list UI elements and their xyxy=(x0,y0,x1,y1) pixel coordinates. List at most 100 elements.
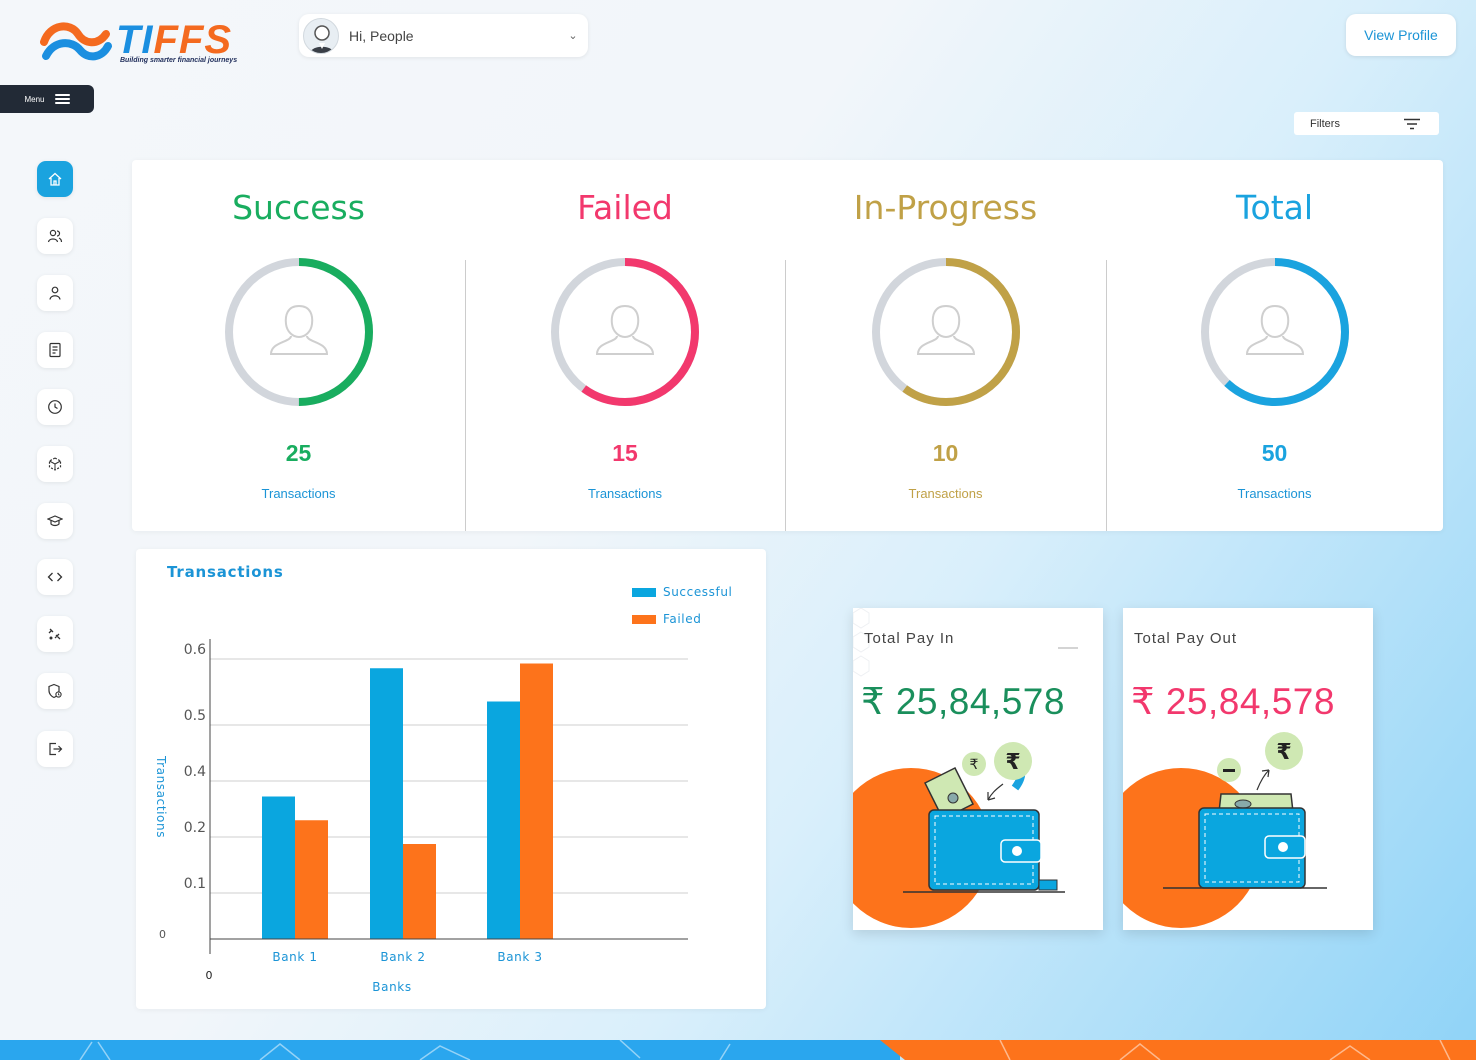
svg-text:₹: ₹ xyxy=(1276,740,1291,765)
sidebar-item-history[interactable] xyxy=(37,389,73,425)
stat-success: Success 25 Transactions xyxy=(132,160,465,531)
sidebar-item-modules[interactable] xyxy=(37,446,73,482)
shield-icon xyxy=(48,683,62,699)
receipt-icon xyxy=(49,342,61,358)
brand-name: TIFFS xyxy=(116,18,233,62)
stat-label: Transactions xyxy=(908,486,983,501)
filters-label: Filters xyxy=(1310,117,1340,130)
transactions-bar-chart: Transactions Successful Failed 0.6 0.5 0.4… xyxy=(154,563,732,994)
sidebar-item-security[interactable] xyxy=(37,673,73,709)
y-tick-label: 0.6 xyxy=(184,642,206,658)
clock-icon xyxy=(48,400,62,414)
pay-out-title: Total Pay Out xyxy=(1134,630,1238,647)
progress-ring xyxy=(551,258,699,406)
footer-decoration xyxy=(0,1040,1476,1060)
bar-successful-3 xyxy=(487,701,520,939)
sidebar-item-profile[interactable] xyxy=(37,275,73,311)
sidebar-item-logout[interactable] xyxy=(37,731,73,767)
x-origin-label: 0 xyxy=(206,969,213,982)
brand-swoosh-icon xyxy=(40,22,112,61)
stat-label: Transactions xyxy=(1237,486,1312,501)
x-tick-label: Bank 1 xyxy=(272,950,317,964)
hamburger-icon xyxy=(54,94,70,104)
graduation-cap-icon xyxy=(47,515,63,527)
menu-label: Menu xyxy=(24,94,45,104)
sidebar-item-reports[interactable] xyxy=(37,332,73,368)
y-tick-label: 0.1 xyxy=(184,876,206,892)
sidebar-item-developer[interactable] xyxy=(37,559,73,595)
sidebar-item-home[interactable] xyxy=(37,161,73,197)
stat-in-progress: In-Progress 10 Transactions xyxy=(785,160,1106,531)
y-tick-label: 0 xyxy=(159,928,166,941)
stat-title: Failed xyxy=(577,188,673,227)
total-pay-in-card: ₹ ₹ Total Pay In ₹ 25,84,578 xyxy=(853,608,1103,930)
sidebar-item-users[interactable] xyxy=(37,218,73,254)
total-pay-out-card: ₹ Total Pay Out ₹ 25,84,578 xyxy=(1123,608,1373,930)
chart-title: Transactions xyxy=(167,563,284,581)
bar-failed-1 xyxy=(295,820,328,939)
bar-failed-2 xyxy=(403,844,436,939)
avatar xyxy=(303,17,339,54)
user-greeting: Hi, People xyxy=(349,27,414,44)
divider xyxy=(785,260,786,531)
progress-ring xyxy=(871,258,1020,406)
menu-button[interactable]: Menu xyxy=(0,85,94,113)
user-placeholder-icon xyxy=(916,304,975,355)
bar-successful-1 xyxy=(262,796,295,939)
wallet-pay-in-illustration: ₹ ₹ xyxy=(853,608,1078,928)
chevron-down-icon: ⌄ xyxy=(568,30,578,42)
stat-title: Total xyxy=(1235,188,1314,227)
y-tick-label: 0.2 xyxy=(184,820,206,836)
stat-label: Transactions xyxy=(261,486,336,501)
user-placeholder-icon xyxy=(269,304,328,355)
x-axis-title: Banks xyxy=(372,980,411,994)
x-tick-label: Bank 2 xyxy=(380,950,425,964)
stat-failed: Failed 15 Transactions xyxy=(465,160,785,531)
user-placeholder-icon xyxy=(1245,304,1304,355)
filters-button[interactable]: Filters xyxy=(1294,112,1439,135)
view-profile-button[interactable]: View Profile xyxy=(1346,14,1456,56)
filter-icon xyxy=(1404,118,1420,129)
y-axis-title: Transactions xyxy=(154,755,168,838)
user-icon xyxy=(49,286,61,300)
pay-out-amount: ₹ 25,84,578 xyxy=(1131,681,1335,722)
progress-ring xyxy=(224,258,373,406)
pay-in-title: Total Pay In xyxy=(864,630,955,647)
home-icon xyxy=(48,172,62,186)
x-tick-label: Bank 3 xyxy=(497,950,542,964)
svg-text:₹: ₹ xyxy=(970,757,979,773)
cube-icon xyxy=(48,457,62,471)
stat-value: 50 xyxy=(1261,440,1288,466)
legend-label-successful: Successful xyxy=(663,585,732,599)
brand-tagline: Building smarter financial journeys xyxy=(120,57,238,64)
y-tick-label: 0.4 xyxy=(184,764,206,780)
divider xyxy=(1106,260,1107,531)
stat-label: Transactions xyxy=(588,486,662,501)
stat-value: 25 xyxy=(285,440,312,466)
transactions-chart-card: Transactions Successful Failed 0.6 0.5 0.4… xyxy=(136,549,766,1009)
transaction-stats-card: Success 25 Transactions Failed 15 Transaction… xyxy=(132,160,1443,531)
users-icon xyxy=(47,229,63,243)
stat-title: Success xyxy=(232,188,365,227)
user-avatar-icon xyxy=(309,24,335,53)
sidebar-item-learning[interactable] xyxy=(37,503,73,539)
wallet-pay-out-illustration: ₹ xyxy=(1123,732,1327,928)
satellite-icon xyxy=(48,628,61,640)
legend-swatch-failed xyxy=(632,615,656,624)
user-placeholder-icon xyxy=(595,304,655,355)
logout-icon xyxy=(49,742,63,756)
sidebar-item-integrations[interactable] xyxy=(37,616,73,652)
bar-successful-2 xyxy=(370,668,403,939)
bar-failed-3 xyxy=(520,663,553,939)
svg-text:₹: ₹ xyxy=(1005,750,1020,775)
user-dropdown[interactable]: Hi, People ⌄ xyxy=(299,14,588,57)
legend-label-failed: Failed xyxy=(663,612,701,626)
pay-in-amount: ₹ 25,84,578 xyxy=(861,681,1065,722)
divider xyxy=(465,260,466,531)
y-tick-label: 0.5 xyxy=(184,708,206,724)
code-icon xyxy=(47,572,63,582)
brand-logo: TIFFS Building smarter financial journey… xyxy=(40,16,240,72)
stat-title: In-Progress xyxy=(853,188,1038,227)
stat-value: 10 xyxy=(932,440,959,466)
stat-value: 15 xyxy=(612,440,638,466)
